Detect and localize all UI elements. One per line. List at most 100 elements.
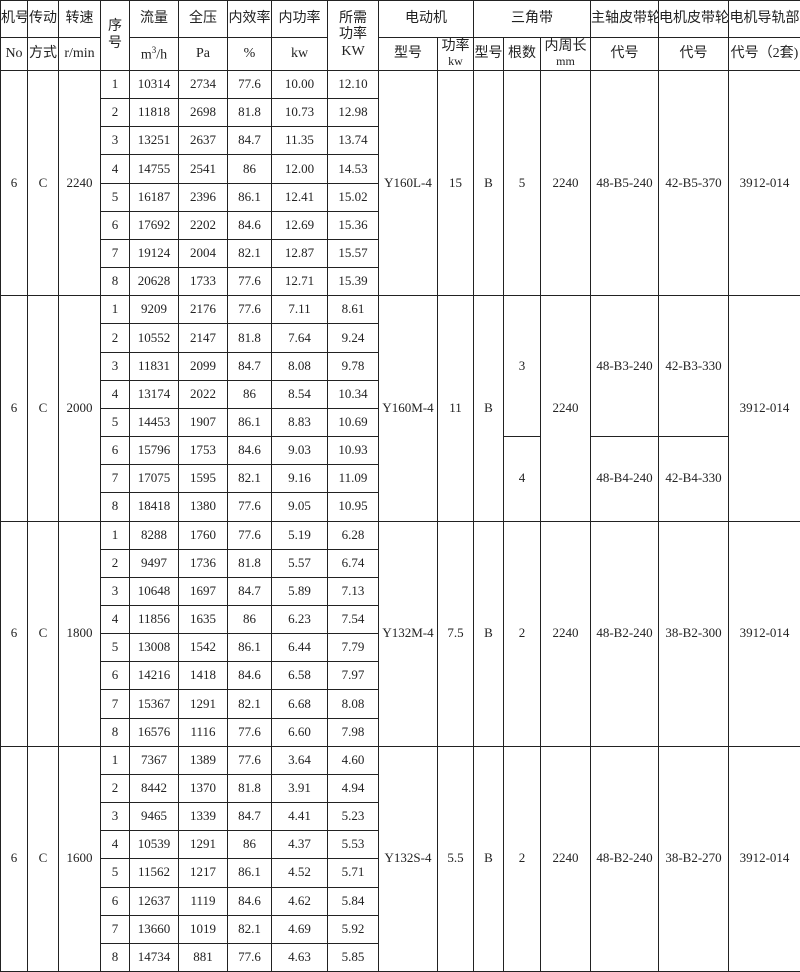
efficiency-cell: 84.7 [227, 576, 272, 606]
header-spindle-code: 代号 [590, 37, 660, 71]
table-row: 6 C 2000 1 9209 2176 77.6 7.11 8.61 Y160M-4 11 B 3 22… [0, 295, 800, 522]
pressure-cell: 2698 [178, 98, 228, 128]
efficiency-cell: 77.6 [227, 69, 272, 100]
table-row: 4 11856 1635 86 6.23 7.54 [1, 604, 800, 635]
table-row: 4 10539 1291 86 4.37 5.53 [1, 830, 800, 860]
belt-type-cell: B [473, 745, 504, 972]
required-power-cell: 4.60 [327, 745, 379, 775]
internal-power-cell: 6.58 [271, 661, 328, 691]
flow-cell: 10648 [129, 576, 179, 606]
internal-power-cell: 7.11 [271, 295, 328, 325]
pressure-cell: 1697 [178, 576, 228, 606]
seq-cell: 3 [100, 576, 130, 606]
header-motor: 电动机 [378, 0, 474, 38]
motor-pulley-code-cell: 38-B2-300 [658, 520, 730, 747]
pressure-cell: 1736 [178, 548, 228, 578]
pressure-cell: 2202 [178, 210, 228, 240]
belt-length-cell: 2240 [539, 295, 592, 522]
efficiency-cell: 81.8 [227, 98, 272, 128]
spindle-pulley-code-cell: 48-B4-240 [590, 436, 660, 522]
internal-power-cell: 9.05 [271, 492, 328, 522]
table-row: 6 C 1800 1 8288 1760 77.6 5.19 6.28 Y132M-4 7.5 B 2 2… [0, 520, 800, 747]
seq-cell: 1 [100, 520, 130, 550]
pressure-cell: 1119 [178, 886, 228, 916]
pressure-cell: 881 [178, 942, 228, 972]
spindle-pulley-code-cell: 48-B5-240 [590, 69, 660, 297]
efficiency-cell: 77.6 [227, 492, 272, 522]
header-seq: 序号 [100, 0, 130, 71]
header-belt-count: 根数 [503, 37, 541, 71]
flow-cell: 17075 [129, 464, 179, 494]
efficiency-cell: 77.6 [227, 942, 272, 972]
required-power-cell: 5.53 [327, 830, 379, 860]
rail-code-cell: 3912-014 [728, 69, 800, 297]
required-power-cell: 6.28 [327, 520, 379, 550]
belt-length-cell: 2240 [539, 69, 592, 297]
table-row: 6 14216 1418 84.6 6.58 7.97 [1, 661, 800, 691]
seq-cell: 2 [100, 548, 130, 578]
required-power-cell: 15.39 [327, 267, 379, 297]
flow-cell: 16187 [129, 182, 179, 212]
internal-power-cell: 6.60 [271, 717, 328, 747]
flow-unit-tail: /h [156, 47, 168, 63]
header-internal-power-unit: kw [271, 37, 328, 71]
efficiency-cell: 86 [227, 604, 272, 635]
flow-cell: 12637 [129, 886, 179, 916]
pressure-cell: 1291 [178, 830, 228, 860]
header-rail-code: 代号（2套) [728, 37, 800, 71]
machine-no-cell: 6 [0, 520, 28, 747]
machine-no-cell: 6 [0, 295, 28, 522]
pressure-cell: 1753 [178, 436, 228, 466]
efficiency-cell: 77.6 [227, 745, 272, 775]
table-row: 6 C 1600 1 7367 1389 77.6 3.64 4.60 Y132S-4 5.5 B 2 2… [0, 745, 800, 972]
table-row: 3 13251 2637 84.7 11.35 13.74 [1, 126, 800, 156]
flow-cell: 13174 [129, 379, 179, 409]
internal-power-cell: 5.89 [271, 576, 328, 606]
required-power-cell: 15.36 [327, 210, 379, 240]
flow-unit-sup: 3 [151, 44, 157, 55]
belt-length-cell: 2240 [539, 745, 592, 972]
table-row: 6 15796 1753 84.6 9.03 10.93 4 48-B4-240 42-B4-3… [1, 436, 800, 522]
header-motor-power: 功率 kw [437, 37, 474, 71]
flow-cell: 10314 [129, 69, 179, 100]
flow-cell: 14734 [129, 942, 179, 972]
header-required-power-top: 所需 [339, 11, 367, 27]
efficiency-cell: 86 [227, 830, 272, 860]
internal-power-cell: 4.52 [271, 858, 328, 888]
seq-cell: 4 [100, 830, 130, 860]
flow-cell: 13660 [129, 914, 179, 944]
motor-power-cell: 11 [437, 295, 474, 522]
seq-cell: 5 [100, 182, 130, 212]
seq-cell: 5 [100, 407, 130, 438]
flow-cell: 15367 [129, 689, 179, 719]
flow-cell: 9209 [129, 295, 179, 325]
internal-power-cell: 4.62 [271, 886, 328, 916]
seq-cell: 8 [100, 717, 130, 747]
belt-count-cell: 2 [503, 745, 541, 972]
seq-cell: 7 [100, 914, 130, 944]
table-row: 7 19124 2004 82.1 12.87 15.57 [1, 238, 800, 269]
header-motor-power-label: 功率 [441, 39, 470, 55]
belt-length-cell: 2240 [539, 520, 592, 747]
speed-cell: 2000 [58, 295, 101, 522]
table-row: 6 C 2240 1 10314 2734 77.6 10.00 12.10 Y160L-4 15 B… [0, 69, 800, 297]
required-power-cell: 5.84 [327, 886, 379, 916]
required-power-cell: 8.61 [327, 295, 379, 325]
required-power-cell: 5.71 [327, 858, 379, 888]
pressure-cell: 1291 [178, 689, 228, 719]
motor-model-cell: Y132S-4 [378, 745, 438, 972]
efficiency-cell: 81.8 [227, 548, 272, 578]
efficiency-cell: 84.6 [227, 661, 272, 691]
efficiency-cell: 84.6 [227, 886, 272, 916]
drive-cell: C [27, 295, 59, 522]
header-drive-mode: 方式 [27, 37, 59, 71]
pressure-cell: 2541 [178, 154, 228, 184]
required-power-cell: 10.34 [327, 379, 379, 409]
flow-cell: 19124 [129, 238, 179, 269]
seq-cell: 6 [100, 661, 130, 691]
seq-cell: 7 [100, 238, 130, 269]
internal-power-cell: 12.87 [271, 238, 328, 269]
required-power-cell: 7.79 [327, 633, 379, 663]
seq-cell: 6 [100, 886, 130, 916]
required-power-cell: 8.08 [327, 689, 379, 719]
